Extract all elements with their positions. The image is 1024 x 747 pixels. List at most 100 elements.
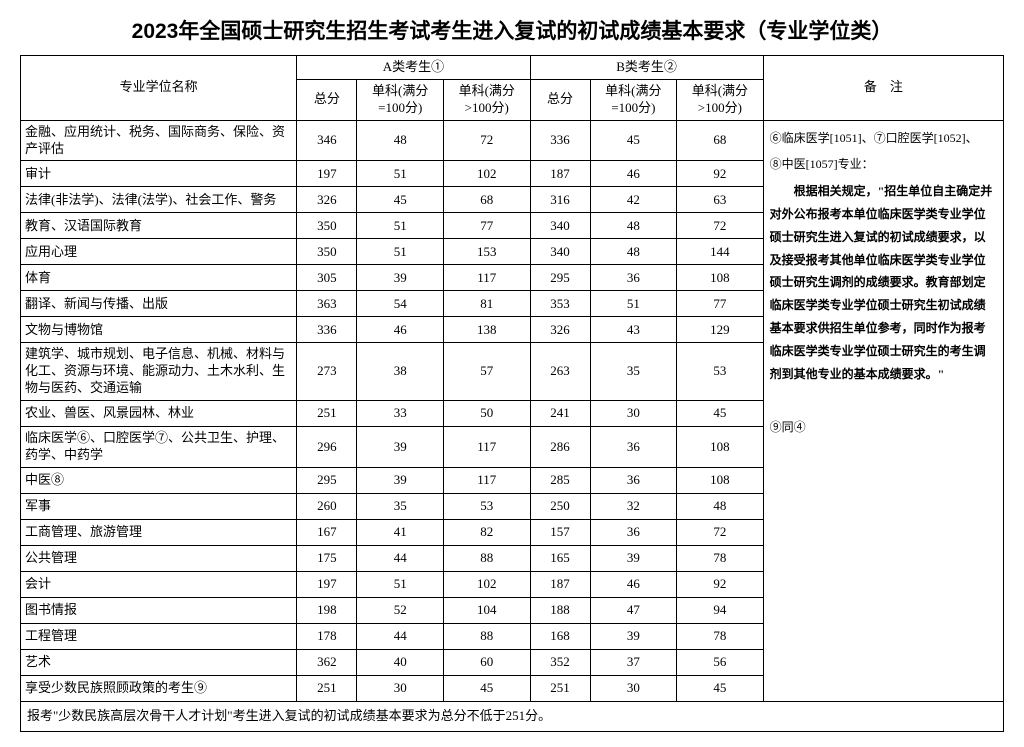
score-cell: 295	[297, 467, 357, 493]
score-cell: 63	[677, 187, 764, 213]
score-cell: 54	[357, 291, 444, 317]
score-cell: 41	[357, 519, 444, 545]
score-cell: 198	[297, 597, 357, 623]
score-cell: 68	[677, 120, 764, 161]
score-cell: 30	[590, 401, 677, 427]
score-cell: 175	[297, 545, 357, 571]
score-cell: 108	[677, 427, 764, 468]
header-a-total: 总分	[297, 79, 357, 120]
score-cell: 53	[677, 343, 764, 401]
row-name-cell: 农业、兽医、风景园林、林业	[21, 401, 297, 427]
score-cell: 72	[677, 213, 764, 239]
score-cell: 51	[357, 161, 444, 187]
score-cell: 197	[297, 571, 357, 597]
score-cell: 35	[357, 493, 444, 519]
score-cell: 352	[530, 649, 590, 675]
score-cell: 250	[530, 493, 590, 519]
row-name-cell: 体育	[21, 265, 297, 291]
score-cell: 340	[530, 213, 590, 239]
score-cell: 39	[357, 427, 444, 468]
score-cell: 45	[590, 120, 677, 161]
header-a-sub100: 单科(满分=100分)	[357, 79, 444, 120]
score-cell: 340	[530, 239, 590, 265]
score-cell: 286	[530, 427, 590, 468]
table-row: 金融、应用统计、税务、国际商务、保险、资产评估34648723364568⑥临床…	[21, 120, 1004, 161]
row-name-cell: 法律(非法学)、法律(法学)、社会工作、警务	[21, 187, 297, 213]
score-cell: 108	[677, 467, 764, 493]
score-cell: 273	[297, 343, 357, 401]
score-cell: 92	[677, 161, 764, 187]
header-notes: 备 注	[763, 56, 1003, 121]
row-name-cell: 临床医学⑥、口腔医学⑦、公共卫生、护理、药学、中药学	[21, 427, 297, 468]
score-cell: 44	[357, 545, 444, 571]
score-cell: 187	[530, 571, 590, 597]
score-cell: 295	[530, 265, 590, 291]
score-cell: 47	[590, 597, 677, 623]
score-cell: 178	[297, 623, 357, 649]
score-cell: 251	[530, 675, 590, 701]
score-cell: 56	[677, 649, 764, 675]
score-cell: 60	[443, 649, 530, 675]
row-name-cell: 应用心理	[21, 239, 297, 265]
score-cell: 102	[443, 571, 530, 597]
score-cell: 36	[590, 265, 677, 291]
score-cell: 326	[530, 317, 590, 343]
row-name-cell: 教育、汉语国际教育	[21, 213, 297, 239]
score-cell: 316	[530, 187, 590, 213]
score-cell: 78	[677, 623, 764, 649]
score-cell: 39	[357, 467, 444, 493]
row-name-cell: 工程管理	[21, 623, 297, 649]
score-cell: 167	[297, 519, 357, 545]
score-cell: 187	[530, 161, 590, 187]
score-cell: 129	[677, 317, 764, 343]
score-cell: 36	[590, 467, 677, 493]
score-cell: 296	[297, 427, 357, 468]
score-cell: 251	[297, 401, 357, 427]
score-cell: 138	[443, 317, 530, 343]
row-name-cell: 军事	[21, 493, 297, 519]
score-cell: 82	[443, 519, 530, 545]
score-cell: 260	[297, 493, 357, 519]
score-cell: 285	[530, 467, 590, 493]
score-cell: 336	[297, 317, 357, 343]
score-cell: 38	[357, 343, 444, 401]
score-cell: 197	[297, 161, 357, 187]
score-cell: 30	[590, 675, 677, 701]
score-cell: 153	[443, 239, 530, 265]
score-cell: 88	[443, 623, 530, 649]
score-cell: 77	[443, 213, 530, 239]
score-cell: 77	[677, 291, 764, 317]
header-b-total: 总分	[530, 79, 590, 120]
score-cell: 51	[590, 291, 677, 317]
score-cell: 45	[677, 401, 764, 427]
row-name-cell: 建筑学、城市规划、电子信息、机械、材料与化工、资源与环境、能源动力、土木水利、生…	[21, 343, 297, 401]
footnote-row: 报考"少数民族高层次骨干人才计划"考生进入复试的初试成绩基本要求为总分不低于25…	[21, 701, 1004, 731]
score-cell: 336	[530, 120, 590, 161]
score-cell: 350	[297, 213, 357, 239]
score-cell: 88	[443, 545, 530, 571]
score-cell: 45	[443, 675, 530, 701]
score-cell: 363	[297, 291, 357, 317]
row-name-cell: 中医⑧	[21, 467, 297, 493]
score-cell: 165	[530, 545, 590, 571]
row-name-cell: 翻译、新闻与传播、出版	[21, 291, 297, 317]
score-cell: 39	[357, 265, 444, 291]
score-cell: 117	[443, 467, 530, 493]
header-name: 专业学位名称	[21, 56, 297, 121]
score-table: 专业学位名称 A类考生① B类考生② 备 注 总分 单科(满分=100分) 单科…	[20, 55, 1004, 732]
score-cell: 30	[357, 675, 444, 701]
score-cell: 188	[530, 597, 590, 623]
score-cell: 51	[357, 239, 444, 265]
score-cell: 42	[590, 187, 677, 213]
row-name-cell: 文物与博物馆	[21, 317, 297, 343]
score-cell: 117	[443, 427, 530, 468]
score-cell: 353	[530, 291, 590, 317]
score-cell: 39	[590, 545, 677, 571]
score-cell: 36	[590, 427, 677, 468]
row-name-cell: 工商管理、旅游管理	[21, 519, 297, 545]
score-cell: 241	[530, 401, 590, 427]
notes-cell: ⑥临床医学[1051]、⑦口腔医学[1052]、⑧中医[1057]专业： 根据相…	[763, 120, 1003, 701]
score-cell: 263	[530, 343, 590, 401]
score-cell: 362	[297, 649, 357, 675]
score-cell: 50	[443, 401, 530, 427]
